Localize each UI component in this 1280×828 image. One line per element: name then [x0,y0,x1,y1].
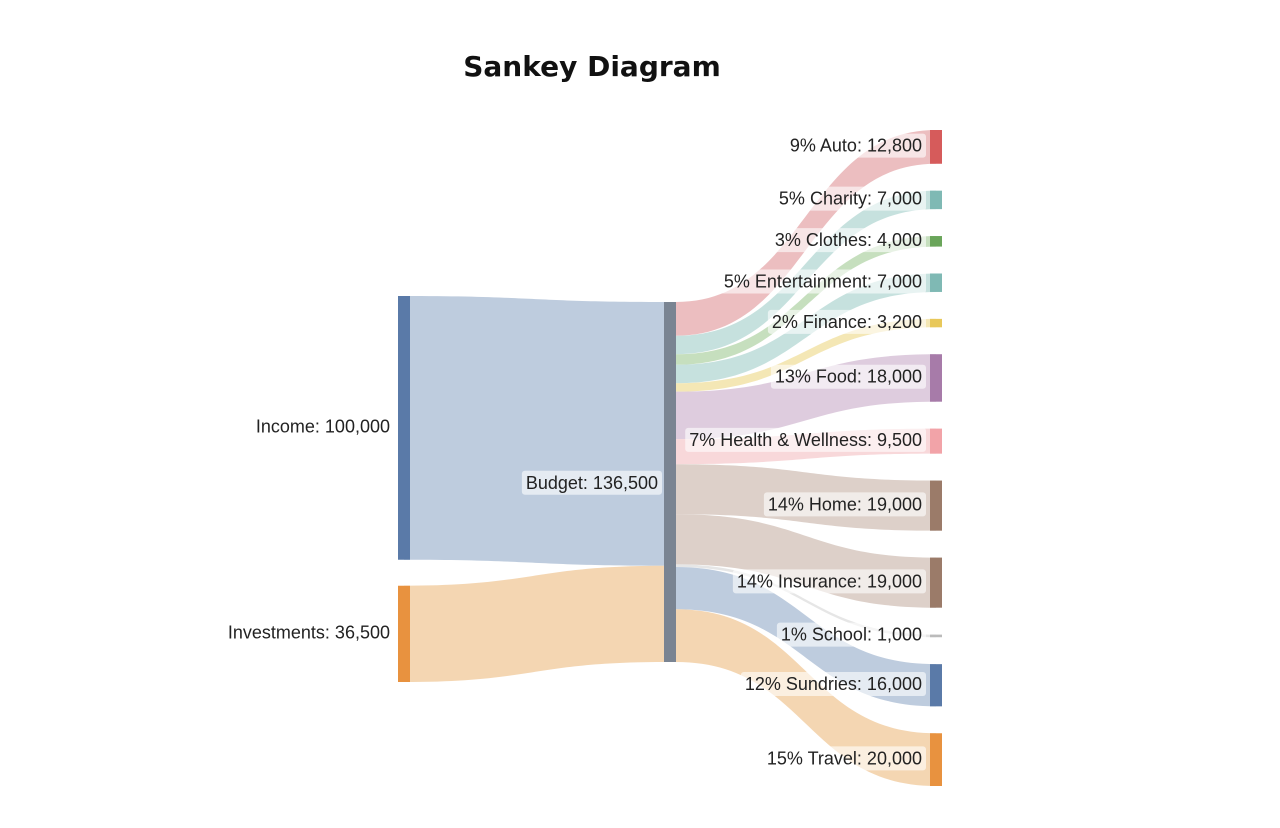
node-school [930,634,942,638]
label-clothes: 3% Clothes: 4,000 [770,228,926,253]
node-charity [930,190,942,210]
label-sundries-text: 12% Sundries: 16,000 [745,674,922,694]
label-school: 1% School: 1,000 [776,622,926,647]
label-food: 13% Food: 18,000 [770,364,926,389]
label-health: 7% Health & Wellness: 9,500 [685,427,926,452]
label-entertainment: 5% Entertainment: 7,000 [719,269,926,294]
flow-income-to-budget [404,296,664,566]
label-charity: 5% Charity: 7,000 [774,186,926,211]
label-investments: Investments: 36,500 [223,620,394,645]
label-budget: Budget: 136,500 [521,470,662,495]
flow-budget-to-clothes [676,236,936,365]
node-insurance [930,557,942,608]
node-income [398,296,410,560]
node-sundries [930,664,942,707]
label-home-text: 14% Home: 19,000 [768,494,922,514]
node-auto [930,130,942,164]
label-finance-text: 2% Finance: 3,200 [772,312,922,332]
node-entertainment [930,273,942,292]
label-home: 14% Home: 19,000 [763,492,926,517]
label-insurance: 14% Insurance: 19,000 [732,569,926,594]
flow-investments-to-budget [404,565,664,682]
chart-title: Sankey Diagram [463,50,721,83]
label-travel: 15% Travel: 20,000 [762,746,926,771]
node-home [930,480,942,531]
label-auto: 9% Auto: 12,800 [785,133,926,158]
label-health-text: 7% Health & Wellness: 9,500 [689,430,922,450]
label-food-text: 13% Food: 18,000 [775,367,922,387]
node-finance [930,318,942,328]
node-clothes [930,236,942,247]
label-budget-text: Budget: 136,500 [526,473,658,493]
node-budget [664,302,676,662]
label-investments-text: Investments: 36,500 [228,623,390,643]
label-travel-text: 15% Travel: 20,000 [767,748,922,768]
node-health [930,428,942,454]
node-investments [398,585,410,682]
flow-budget-to-school [676,564,936,638]
label-charity-text: 5% Charity: 7,000 [779,189,922,209]
node-travel [930,733,942,786]
label-income-text: Income: 100,000 [256,417,390,437]
nodes-layer [398,130,942,786]
label-school-text: 1% School: 1,000 [781,625,922,645]
label-finance: 2% Finance: 3,200 [767,309,926,334]
flow-budget-to-finance [676,318,936,392]
label-insurance-text: 14% Insurance: 19,000 [737,571,922,591]
label-entertainment-text: 5% Entertainment: 7,000 [724,271,922,291]
labels-layer: Income: 100,000 Investments: 36,500 Budget… [223,133,926,771]
flow-budget-to-travel [676,609,936,786]
label-sundries: 12% Sundries: 16,000 [740,671,926,696]
node-food [930,354,942,402]
label-income: Income: 100,000 [251,414,394,439]
label-clothes-text: 3% Clothes: 4,000 [775,230,922,250]
label-auto-text: 9% Auto: 12,800 [790,136,922,156]
